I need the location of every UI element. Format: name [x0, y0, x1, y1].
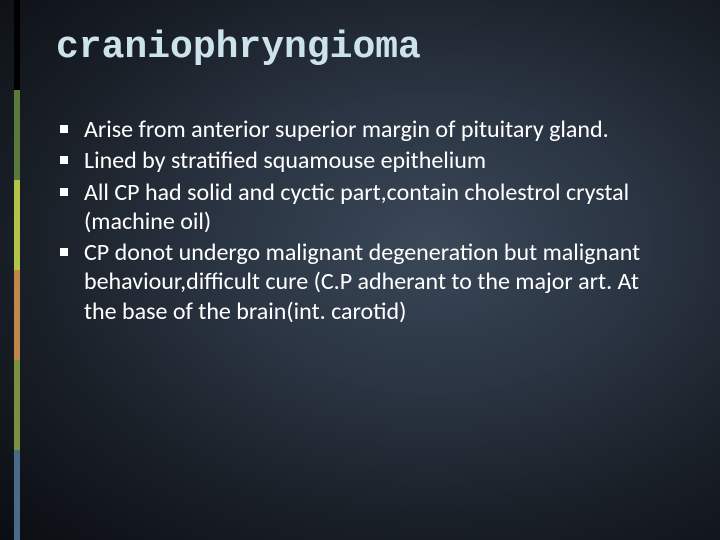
accent-segment: [14, 0, 20, 90]
slide-title: craniophryngioma: [56, 26, 676, 69]
slide-content: craniophryngioma Arise from anterior sup…: [56, 26, 676, 328]
list-item: All CP had solid and cyctic part,contain…: [78, 178, 676, 237]
bullet-list: Arise from anterior superior margin of p…: [56, 115, 676, 326]
accent-segment: [14, 270, 20, 360]
accent-segment: [14, 450, 20, 540]
accent-segment: [14, 90, 20, 180]
accent-segment: [14, 360, 20, 450]
list-item: Lined by stratified squamouse epithelium: [78, 146, 676, 175]
accent-bar: [14, 0, 20, 540]
list-item: Arise from anterior superior margin of p…: [78, 115, 676, 144]
accent-segment: [14, 180, 20, 270]
list-item: CP donot undergo malignant degeneration …: [78, 238, 676, 326]
